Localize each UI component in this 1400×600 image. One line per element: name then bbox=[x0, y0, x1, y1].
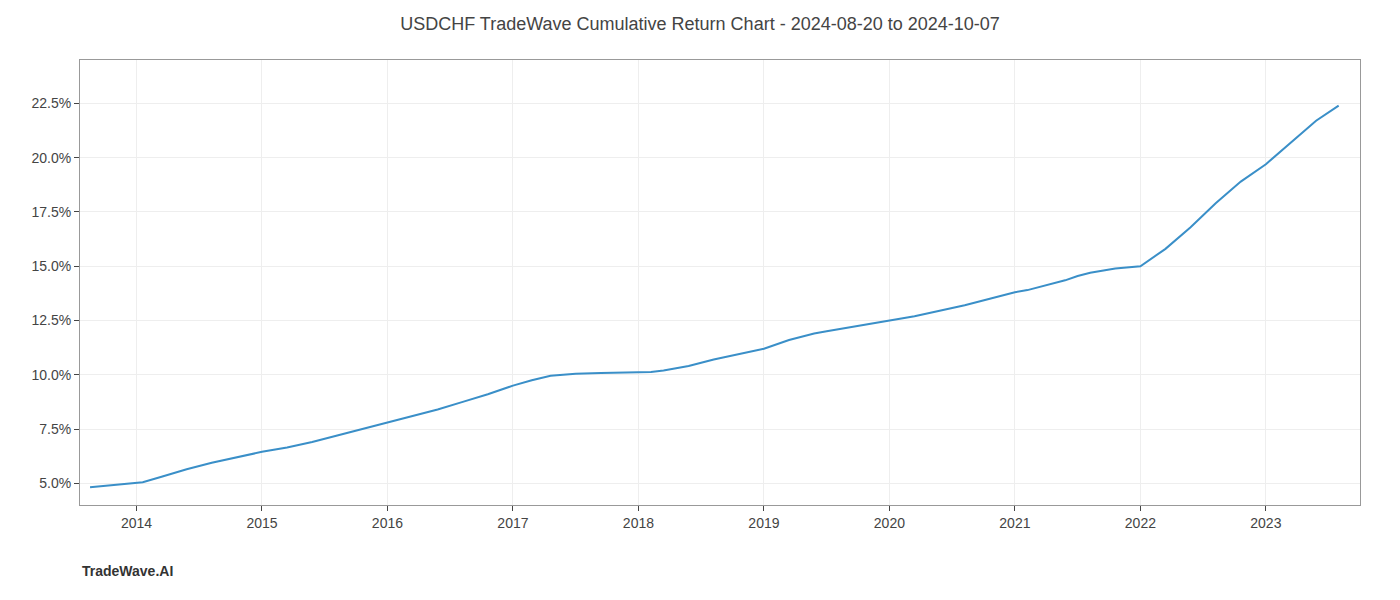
svg-text:5.0%: 5.0% bbox=[39, 475, 71, 491]
svg-text:15.0%: 15.0% bbox=[31, 258, 71, 274]
svg-text:2017: 2017 bbox=[497, 515, 528, 531]
svg-text:2019: 2019 bbox=[748, 515, 779, 531]
svg-text:TradeWave.AI: TradeWave.AI bbox=[82, 563, 173, 579]
svg-text:2021: 2021 bbox=[999, 515, 1030, 531]
svg-text:20.0%: 20.0% bbox=[31, 150, 71, 166]
svg-text:17.5%: 17.5% bbox=[31, 204, 71, 220]
svg-text:22.5%: 22.5% bbox=[31, 95, 71, 111]
svg-text:2014: 2014 bbox=[121, 515, 152, 531]
svg-text:7.5%: 7.5% bbox=[39, 421, 71, 437]
svg-text:12.5%: 12.5% bbox=[31, 312, 71, 328]
svg-text:2022: 2022 bbox=[1125, 515, 1156, 531]
svg-text:2015: 2015 bbox=[246, 515, 277, 531]
svg-text:2023: 2023 bbox=[1250, 515, 1281, 531]
svg-text:10.0%: 10.0% bbox=[31, 367, 71, 383]
svg-text:2016: 2016 bbox=[372, 515, 403, 531]
svg-text:2018: 2018 bbox=[623, 515, 654, 531]
svg-text:2020: 2020 bbox=[874, 515, 905, 531]
svg-text:USDCHF TradeWave Cumulative Re: USDCHF TradeWave Cumulative Return Chart… bbox=[400, 14, 1000, 34]
